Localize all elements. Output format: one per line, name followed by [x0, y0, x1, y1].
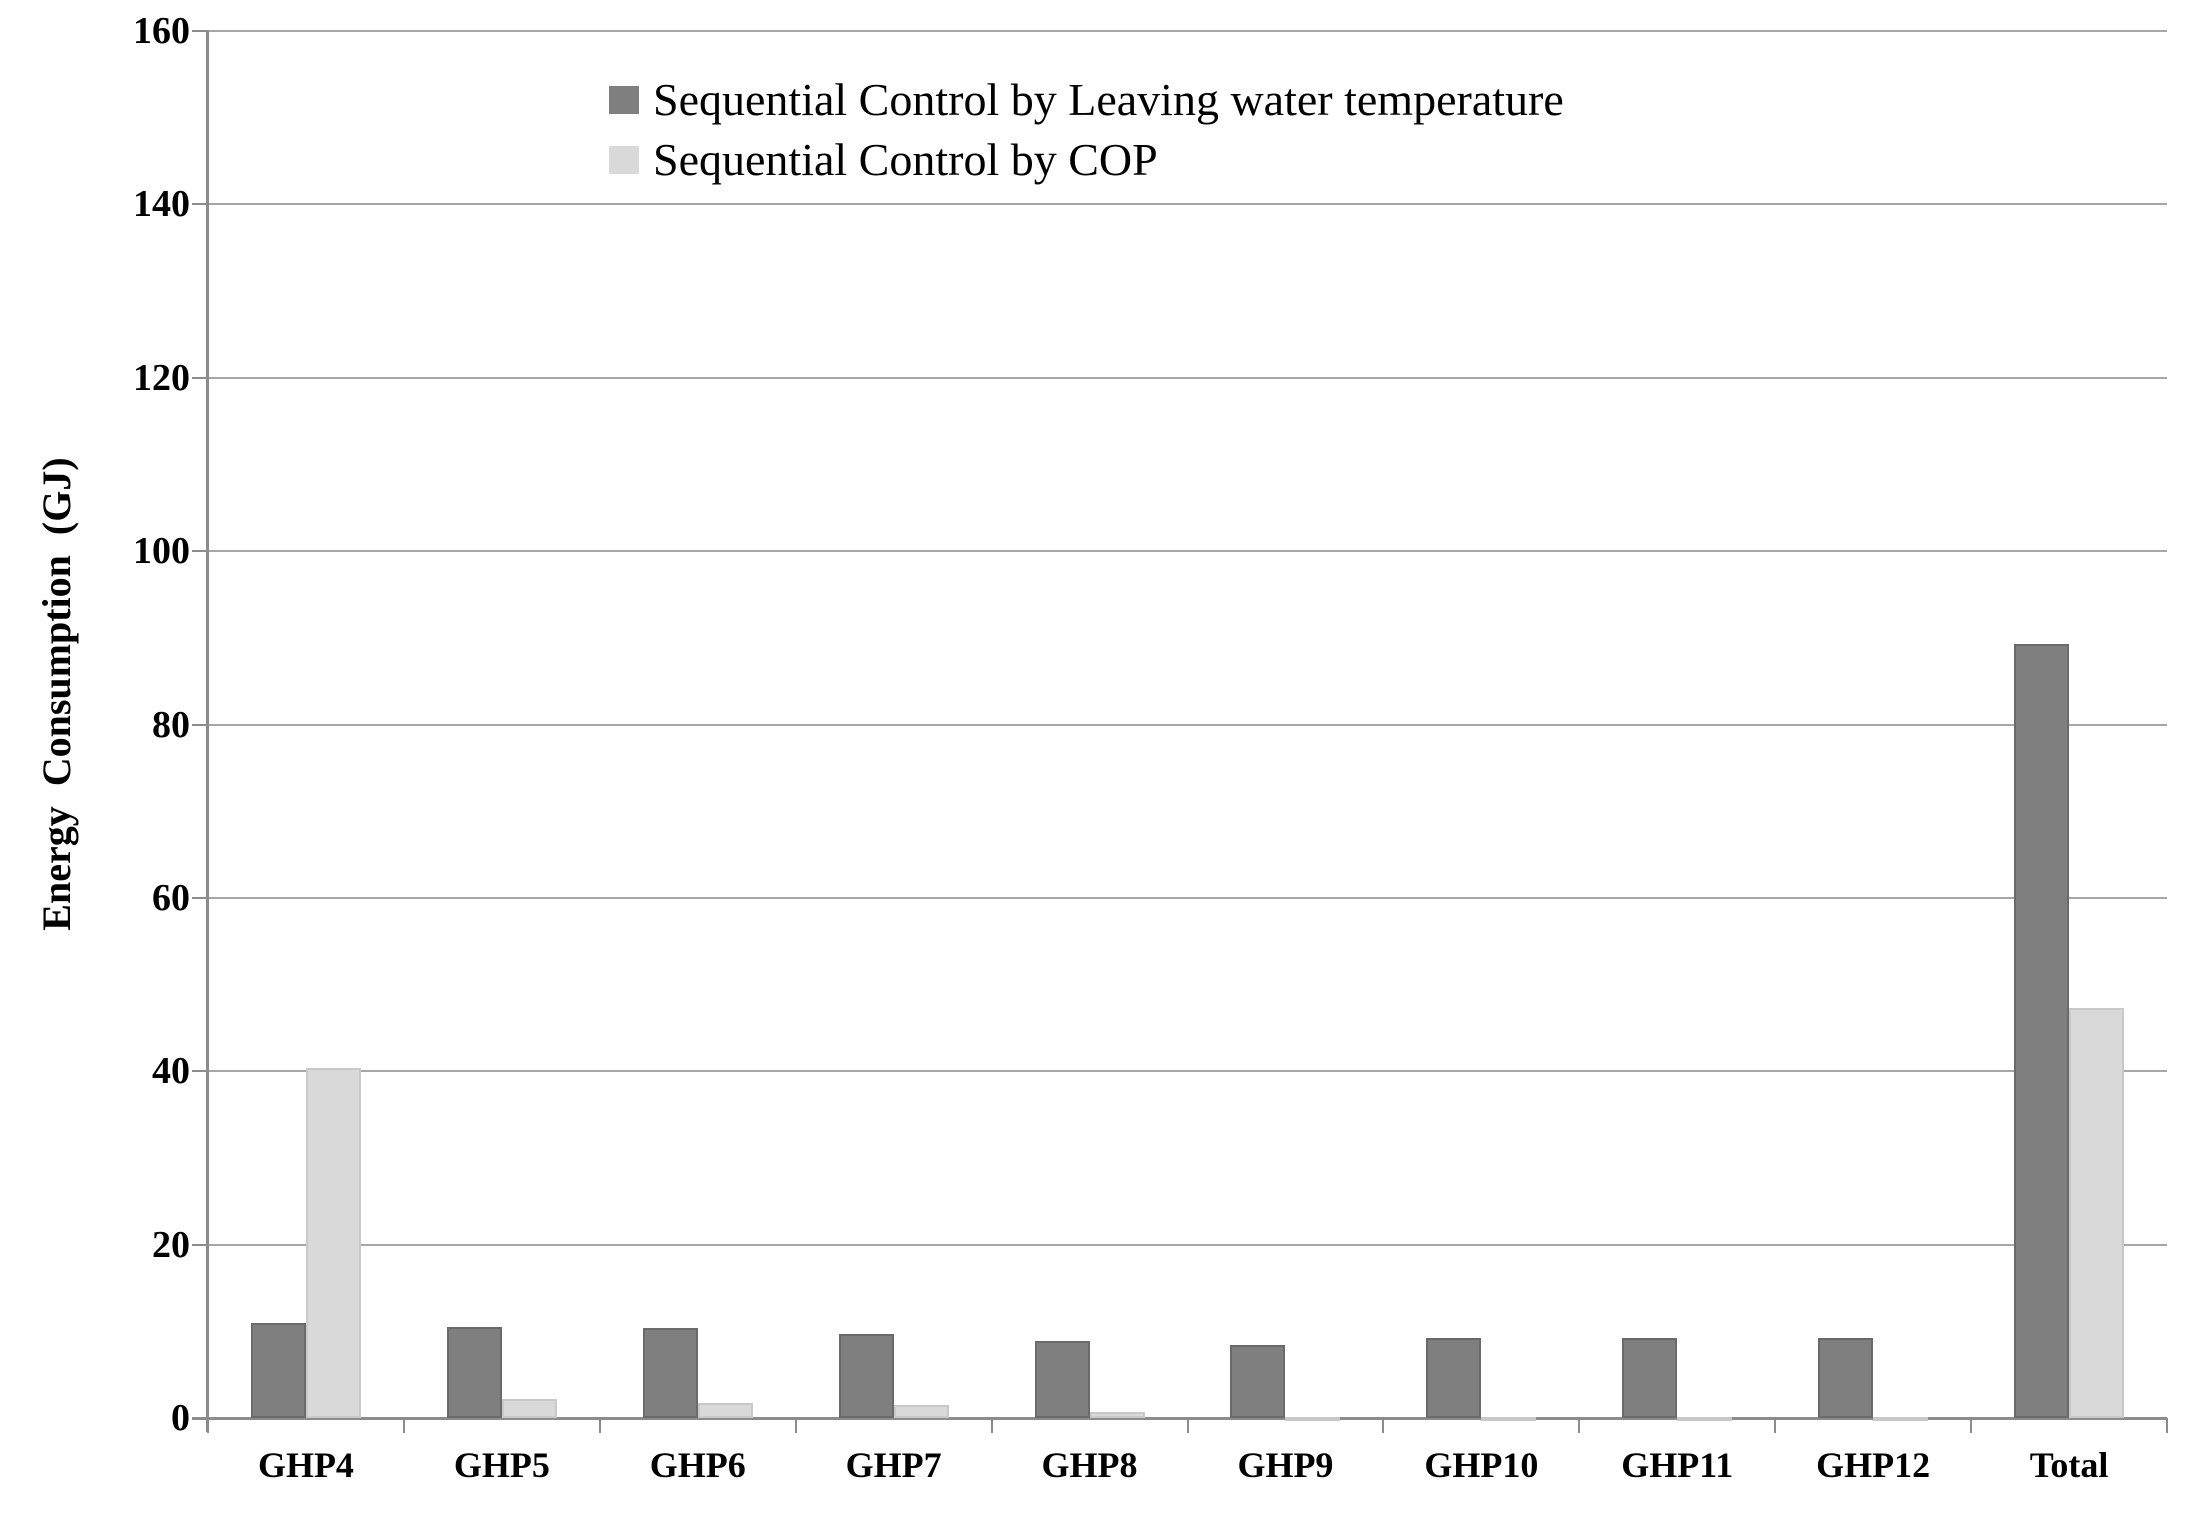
- legend-item-cop: Sequential Control by COP: [609, 130, 1564, 190]
- x-axis-line: [192, 1417, 2167, 1420]
- gridline-60: [208, 896, 2167, 899]
- legend-swatch-dark-icon: [609, 86, 639, 114]
- bar-ghp10-cop: [1481, 1417, 1537, 1421]
- y-tick-label-140: 140: [133, 183, 190, 226]
- y-axis-tick-140: [192, 203, 208, 206]
- y-axis-tick-160: [192, 30, 208, 32]
- y-axis-tick-20: [192, 1243, 208, 1246]
- gridline-160: [208, 30, 2167, 32]
- x-category-label-ghp11: GHP11: [1621, 1445, 1734, 1485]
- gridline-100: [208, 550, 2167, 553]
- bar-ghp10-lwt: [1426, 1338, 1482, 1418]
- y-tick-label-20: 20: [152, 1223, 190, 1266]
- y-tick-label-80: 80: [152, 703, 190, 746]
- y-tick-label-0: 0: [171, 1397, 190, 1439]
- bar-ghp9-cop: [1285, 1417, 1341, 1421]
- y-axis-tick-40: [192, 1070, 208, 1073]
- legend-label-lwt: Sequential Control by Leaving water temp…: [653, 74, 1564, 125]
- x-category-label-ghp10: GHP10: [1424, 1445, 1539, 1485]
- y-tick-label-60: 60: [152, 876, 190, 919]
- bar-ghp8-lwt: [1034, 1341, 1090, 1418]
- bar-ghp12-lwt: [1818, 1338, 1874, 1418]
- bar-ghp7-cop: [893, 1405, 949, 1418]
- x-axis-tick-9: [1970, 1418, 1973, 1433]
- x-category-label-ghp9: GHP9: [1237, 1445, 1334, 1485]
- gridline-80: [208, 723, 2167, 726]
- x-axis-tick-5: [1186, 1418, 1189, 1433]
- y-axis-tick-100: [192, 550, 208, 553]
- y-axis-tick-120: [192, 376, 208, 379]
- bar-total-lwt: [2014, 644, 2070, 1418]
- gridline-140: [208, 203, 2167, 206]
- x-axis-tick-7: [1578, 1418, 1581, 1433]
- x-category-label-ghp12: GHP12: [1816, 1445, 1931, 1485]
- y-tick-label-120: 120: [133, 356, 190, 399]
- x-category-label-ghp5: GHP5: [453, 1445, 550, 1485]
- x-category-label-total: Total: [2029, 1445, 2109, 1485]
- bar-ghp9-lwt: [1230, 1345, 1286, 1418]
- x-category-label-ghp7: GHP7: [845, 1445, 942, 1485]
- x-axis-tick-3: [794, 1418, 797, 1433]
- bar-ghp11-lwt: [1622, 1338, 1678, 1418]
- gridline-20: [208, 1243, 2167, 1246]
- bar-ghp5-lwt: [446, 1327, 502, 1418]
- gridline-40: [208, 1070, 2167, 1073]
- bar-ghp11-cop: [1677, 1417, 1733, 1421]
- legend: Sequential Control by Leaving water temp…: [609, 70, 1564, 190]
- bar-ghp5-cop: [501, 1399, 557, 1418]
- x-category-label-ghp6: GHP6: [649, 1445, 746, 1485]
- bar-ghp4-lwt: [250, 1323, 306, 1418]
- x-category-label-ghp8: GHP8: [1041, 1445, 1138, 1485]
- bar-ghp12-cop: [1873, 1417, 1929, 1421]
- bar-ghp6-cop: [697, 1403, 753, 1418]
- x-axis-tick-1: [402, 1418, 405, 1433]
- x-axis-tick-6: [1382, 1418, 1385, 1433]
- bar-ghp4-cop: [305, 1068, 361, 1418]
- legend-item-lwt: Sequential Control by Leaving water temp…: [609, 70, 1564, 130]
- x-axis-tick-4: [990, 1418, 993, 1433]
- y-tick-label-160: 160: [133, 10, 190, 52]
- y-tick-label-100: 100: [133, 530, 190, 573]
- y-axis-tick-80: [192, 723, 208, 726]
- legend-swatch-light-icon: [609, 146, 639, 174]
- bar-ghp6-lwt: [642, 1328, 698, 1418]
- legend-label-cop: Sequential Control by COP: [653, 134, 1158, 185]
- x-axis-tick-2: [598, 1418, 601, 1433]
- x-category-label-ghp4: GHP4: [257, 1445, 354, 1485]
- y-axis-line: [206, 31, 209, 1432]
- x-axis-tick-0: [207, 1418, 209, 1433]
- y-axis-tick-60: [192, 896, 208, 899]
- x-axis-tick-8: [1774, 1418, 1777, 1433]
- gridline-120: [208, 376, 2167, 379]
- x-axis-tick-10: [2166, 1418, 2168, 1433]
- bar-ghp8-cop: [1089, 1412, 1145, 1418]
- bar-total-cop: [2069, 1008, 2125, 1418]
- bar-ghp7-lwt: [838, 1334, 894, 1418]
- y-tick-label-40: 40: [152, 1050, 190, 1093]
